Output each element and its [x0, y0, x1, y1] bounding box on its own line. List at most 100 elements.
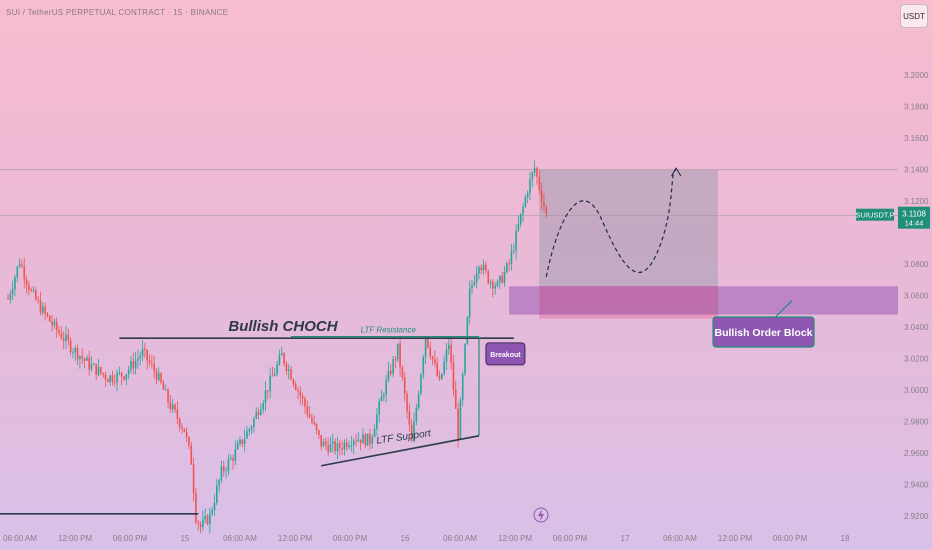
candle-body	[53, 321, 56, 326]
candle-body	[118, 372, 121, 374]
candle-body	[218, 479, 220, 487]
candle-body	[271, 375, 274, 377]
candle-body	[123, 376, 125, 380]
candle-body	[376, 414, 378, 429]
candle-body	[234, 449, 237, 461]
breakout-label: Breakout	[490, 352, 521, 359]
candle-body	[292, 379, 295, 385]
annotation-layer: Bullish CHOCH LTF Resistance LTF Support Br…	[0, 167, 815, 523]
candle-body	[236, 443, 239, 450]
candle-body	[436, 363, 438, 376]
candle-body	[181, 426, 183, 429]
candle-body	[60, 333, 63, 339]
candle-body	[227, 459, 230, 471]
candle-body	[65, 334, 67, 341]
candle-body	[267, 390, 269, 392]
y-axis: 2.9200 2.9400 2.9600 2.9800 3.0000 3.0200 3.04…	[855, 71, 930, 521]
candle-body	[255, 411, 258, 419]
candle-body	[380, 396, 383, 402]
candle-body	[320, 435, 322, 447]
x-axis: 06:00 AM 12:00 PM 06:00 PM 15 06:00 AM 12:00 …	[3, 534, 850, 543]
candle-body	[475, 273, 478, 282]
candle-body	[355, 440, 357, 442]
candle-body	[9, 294, 12, 299]
candle-body	[100, 367, 102, 373]
candle-body	[81, 356, 84, 359]
candle-body	[445, 349, 448, 362]
y-tick-label: 2.9200	[904, 512, 929, 521]
candle-body	[220, 466, 223, 480]
y-tick-label: 3.0600	[904, 292, 929, 301]
candle-body	[403, 377, 406, 394]
candle-body	[410, 424, 413, 442]
candle-body	[151, 362, 153, 364]
candle-body	[450, 344, 452, 363]
x-tick-label: 06:00 AM	[663, 534, 697, 543]
candle-body	[225, 470, 227, 472]
candle-body	[79, 356, 81, 360]
candle-body	[364, 434, 367, 446]
candle-body	[69, 340, 72, 353]
candle-body	[253, 418, 255, 428]
candle-body	[153, 363, 155, 372]
candle-body	[359, 439, 362, 444]
candle-body	[162, 382, 165, 390]
candle-body	[492, 281, 494, 289]
candle-body	[318, 430, 320, 436]
candle-body	[515, 230, 517, 251]
candle-body	[366, 433, 369, 446]
candle-body	[278, 355, 281, 365]
candle-body	[448, 344, 450, 350]
candle-body	[454, 389, 457, 409]
candle-body	[427, 337, 429, 348]
candle-body	[74, 347, 77, 353]
candle-body	[102, 372, 104, 375]
candle-body	[37, 299, 39, 301]
candle-body	[496, 281, 499, 287]
candle-body	[429, 347, 432, 357]
candle-body	[55, 321, 58, 330]
y-tick-label: 3.1200	[904, 197, 929, 206]
candle-body	[406, 393, 408, 412]
candle-body	[23, 266, 26, 280]
candle-body	[250, 427, 253, 430]
candle-body	[348, 445, 350, 448]
candle-body	[243, 438, 246, 444]
candle-body	[106, 379, 109, 383]
x-tick-label: 15	[181, 534, 190, 543]
candle-body	[93, 363, 95, 365]
countdown-label: 14:44	[905, 219, 924, 228]
y-tick-label: 3.1400	[904, 166, 929, 175]
candle-body	[116, 372, 118, 383]
candle-body	[499, 275, 501, 282]
candle-body	[44, 306, 46, 314]
x-tick-label: 12:00 PM	[718, 534, 753, 543]
candle-body	[533, 168, 536, 173]
candle-body	[125, 374, 128, 380]
candle-body	[350, 445, 353, 447]
candle-body	[352, 440, 355, 446]
candle-body	[297, 389, 299, 392]
currency-button[interactable]: USDT	[900, 4, 928, 28]
candle-body	[522, 206, 524, 214]
candle-body	[482, 264, 485, 271]
candle-body	[192, 464, 195, 494]
candle-body	[294, 384, 297, 390]
candle-body	[415, 407, 418, 422]
candle-body	[16, 266, 19, 278]
y-tick-label: 2.9400	[904, 481, 929, 490]
candle-body	[485, 264, 487, 271]
candle-body	[473, 281, 476, 286]
candle-body	[526, 193, 529, 198]
candle-body	[111, 375, 114, 382]
x-tick-label: 06:00 PM	[333, 534, 368, 543]
candle-body	[408, 411, 411, 425]
candle-body	[222, 466, 225, 471]
candle-body	[148, 360, 151, 363]
candle-body	[464, 343, 466, 374]
candle-body	[269, 375, 271, 392]
candle-body	[519, 213, 522, 225]
candle-body	[35, 290, 37, 300]
candle-body	[178, 418, 181, 427]
